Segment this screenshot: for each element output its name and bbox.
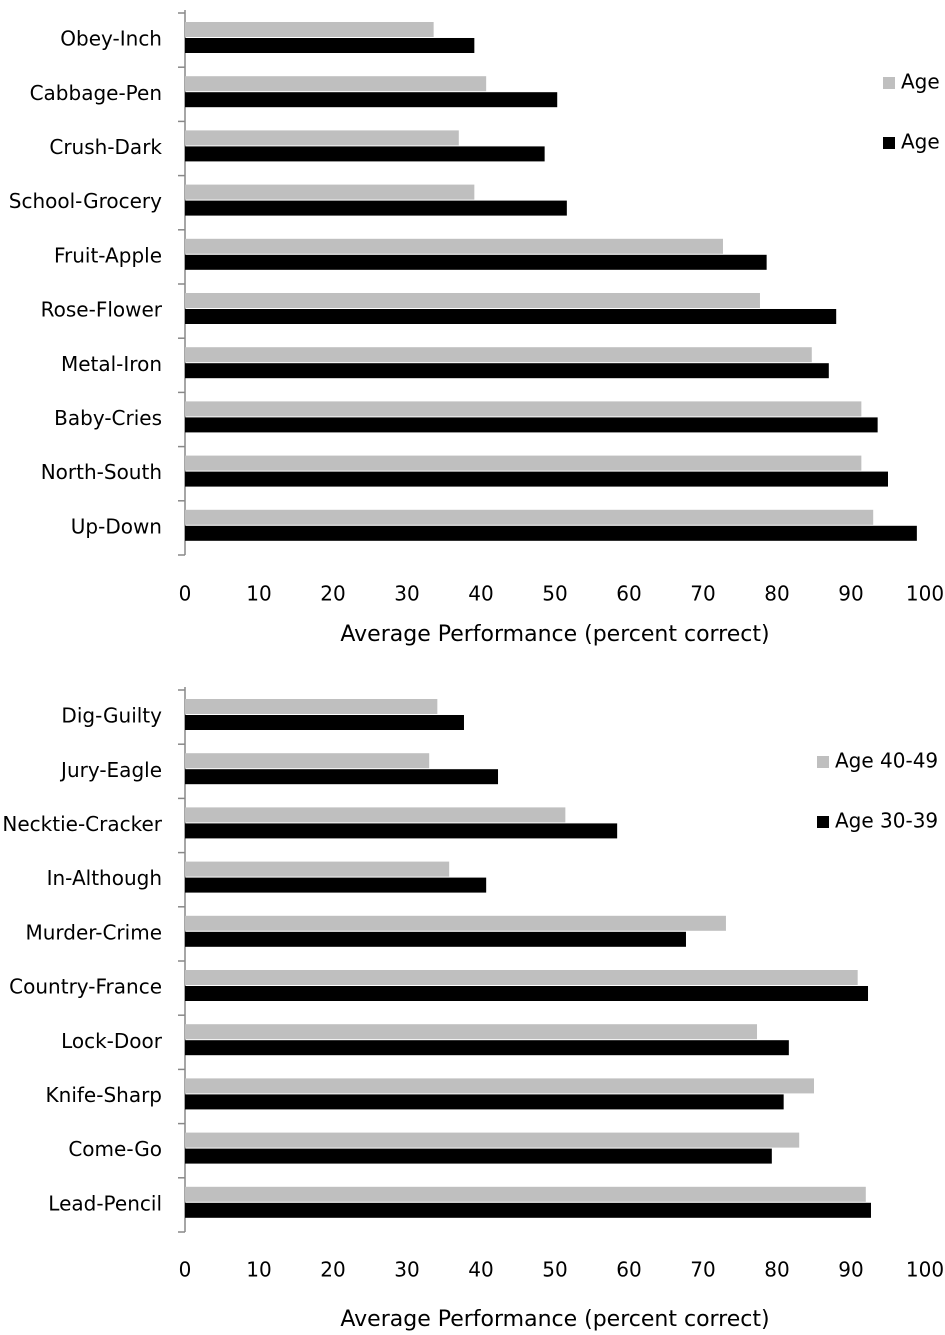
x-tick-label: 60	[616, 582, 641, 606]
y-tick-label: Murder-Crime	[26, 920, 163, 944]
legend-label: Age 40-49	[835, 749, 938, 773]
x-tick-label: 40	[468, 582, 493, 606]
bar	[185, 509, 874, 525]
y-tick-label: Necktie-Cracker	[2, 812, 162, 836]
x-tick-label: 20	[320, 582, 345, 606]
bar	[185, 807, 566, 823]
y-tick-label: Obey-Inch	[60, 27, 162, 51]
bar	[185, 699, 438, 714]
x-tick-label: 30	[394, 582, 419, 606]
x-tick-label: 40	[468, 1258, 493, 1282]
bar	[185, 130, 459, 146]
x-tick-label: 30	[394, 1258, 419, 1282]
bar	[185, 1186, 866, 1202]
x-tick-label: 60	[616, 1258, 641, 1282]
y-tick-label: Up-Down	[71, 514, 162, 538]
bar	[185, 877, 487, 893]
x-tick-label: 70	[690, 1258, 715, 1282]
bar	[185, 753, 430, 769]
bar	[185, 769, 499, 785]
bar	[185, 146, 545, 162]
x-tick-label: 90	[838, 1258, 863, 1282]
y-tick-label: In-Although	[47, 866, 162, 890]
legend-label: Age	[901, 70, 940, 94]
bar	[185, 986, 869, 1001]
bar	[185, 1040, 789, 1056]
y-tick-label: Jury-Eagle	[59, 758, 162, 782]
y-tick-label: Lock-Door	[61, 1029, 163, 1053]
bar	[185, 970, 858, 985]
bar	[185, 861, 450, 877]
x-axis-label: Average Performance (percent correct)	[340, 1307, 769, 1332]
bar	[185, 823, 618, 839]
bar	[185, 1094, 784, 1110]
bar	[185, 455, 862, 471]
legend-swatch	[883, 137, 895, 149]
bar	[185, 22, 434, 37]
bar	[185, 184, 475, 200]
legend-label: Age	[901, 130, 940, 154]
y-tick-label: Rose-Flower	[41, 298, 163, 322]
y-tick-label: Knife-Sharp	[46, 1083, 162, 1107]
x-tick-label: 100	[906, 582, 944, 606]
y-tick-label: Lead-Pencil	[48, 1191, 162, 1215]
x-tick-label: 80	[764, 582, 789, 606]
legend-swatch	[817, 756, 829, 768]
y-tick-label: Country-France	[9, 975, 162, 999]
bar	[185, 38, 475, 53]
x-tick-label: 90	[838, 582, 863, 606]
x-tick-label: 0	[179, 582, 192, 606]
y-tick-label: School-Grocery	[9, 189, 162, 213]
bar	[185, 1202, 871, 1218]
y-tick-label: Crush-Dark	[49, 135, 162, 159]
bar	[185, 347, 812, 363]
bar	[185, 92, 558, 108]
x-tick-label: 10	[246, 1258, 271, 1282]
bar	[185, 715, 464, 730]
bar	[185, 915, 726, 931]
x-tick-label: 50	[542, 582, 567, 606]
y-tick-label: Baby-Cries	[54, 406, 162, 430]
bar	[185, 76, 487, 92]
legend-swatch	[883, 77, 895, 89]
bar	[185, 200, 567, 216]
y-tick-label: Metal-Iron	[61, 352, 162, 376]
y-tick-label: Cabbage-Pen	[30, 81, 162, 105]
bar	[185, 293, 760, 308]
x-tick-label: 50	[542, 1258, 567, 1282]
legend-swatch	[817, 816, 829, 828]
bar	[185, 1078, 814, 1094]
x-tick-label: 70	[690, 582, 715, 606]
x-tick-label: 80	[764, 1258, 789, 1282]
y-tick-label: North-South	[41, 460, 162, 484]
x-tick-label: 0	[179, 1258, 192, 1282]
legend-label: Age 30-39	[835, 809, 938, 833]
bar	[185, 417, 878, 433]
y-tick-label: Dig-Guilty	[61, 704, 162, 728]
y-tick-label: Fruit-Apple	[54, 243, 162, 267]
bar	[185, 363, 829, 379]
bar	[185, 1132, 800, 1148]
x-tick-label: 20	[320, 1258, 345, 1282]
bar	[185, 1148, 772, 1164]
bar	[185, 254, 767, 270]
bar	[185, 401, 862, 417]
x-tick-label: 10	[246, 582, 271, 606]
x-tick-label: 100	[906, 1258, 944, 1282]
bar	[185, 931, 686, 947]
x-axis-label: Average Performance (percent correct)	[340, 622, 769, 647]
bar	[185, 309, 837, 324]
bar	[185, 238, 723, 254]
y-tick-label: Come-Go	[68, 1137, 162, 1161]
bar	[185, 471, 888, 487]
bar	[185, 525, 917, 541]
bar	[185, 1024, 758, 1040]
